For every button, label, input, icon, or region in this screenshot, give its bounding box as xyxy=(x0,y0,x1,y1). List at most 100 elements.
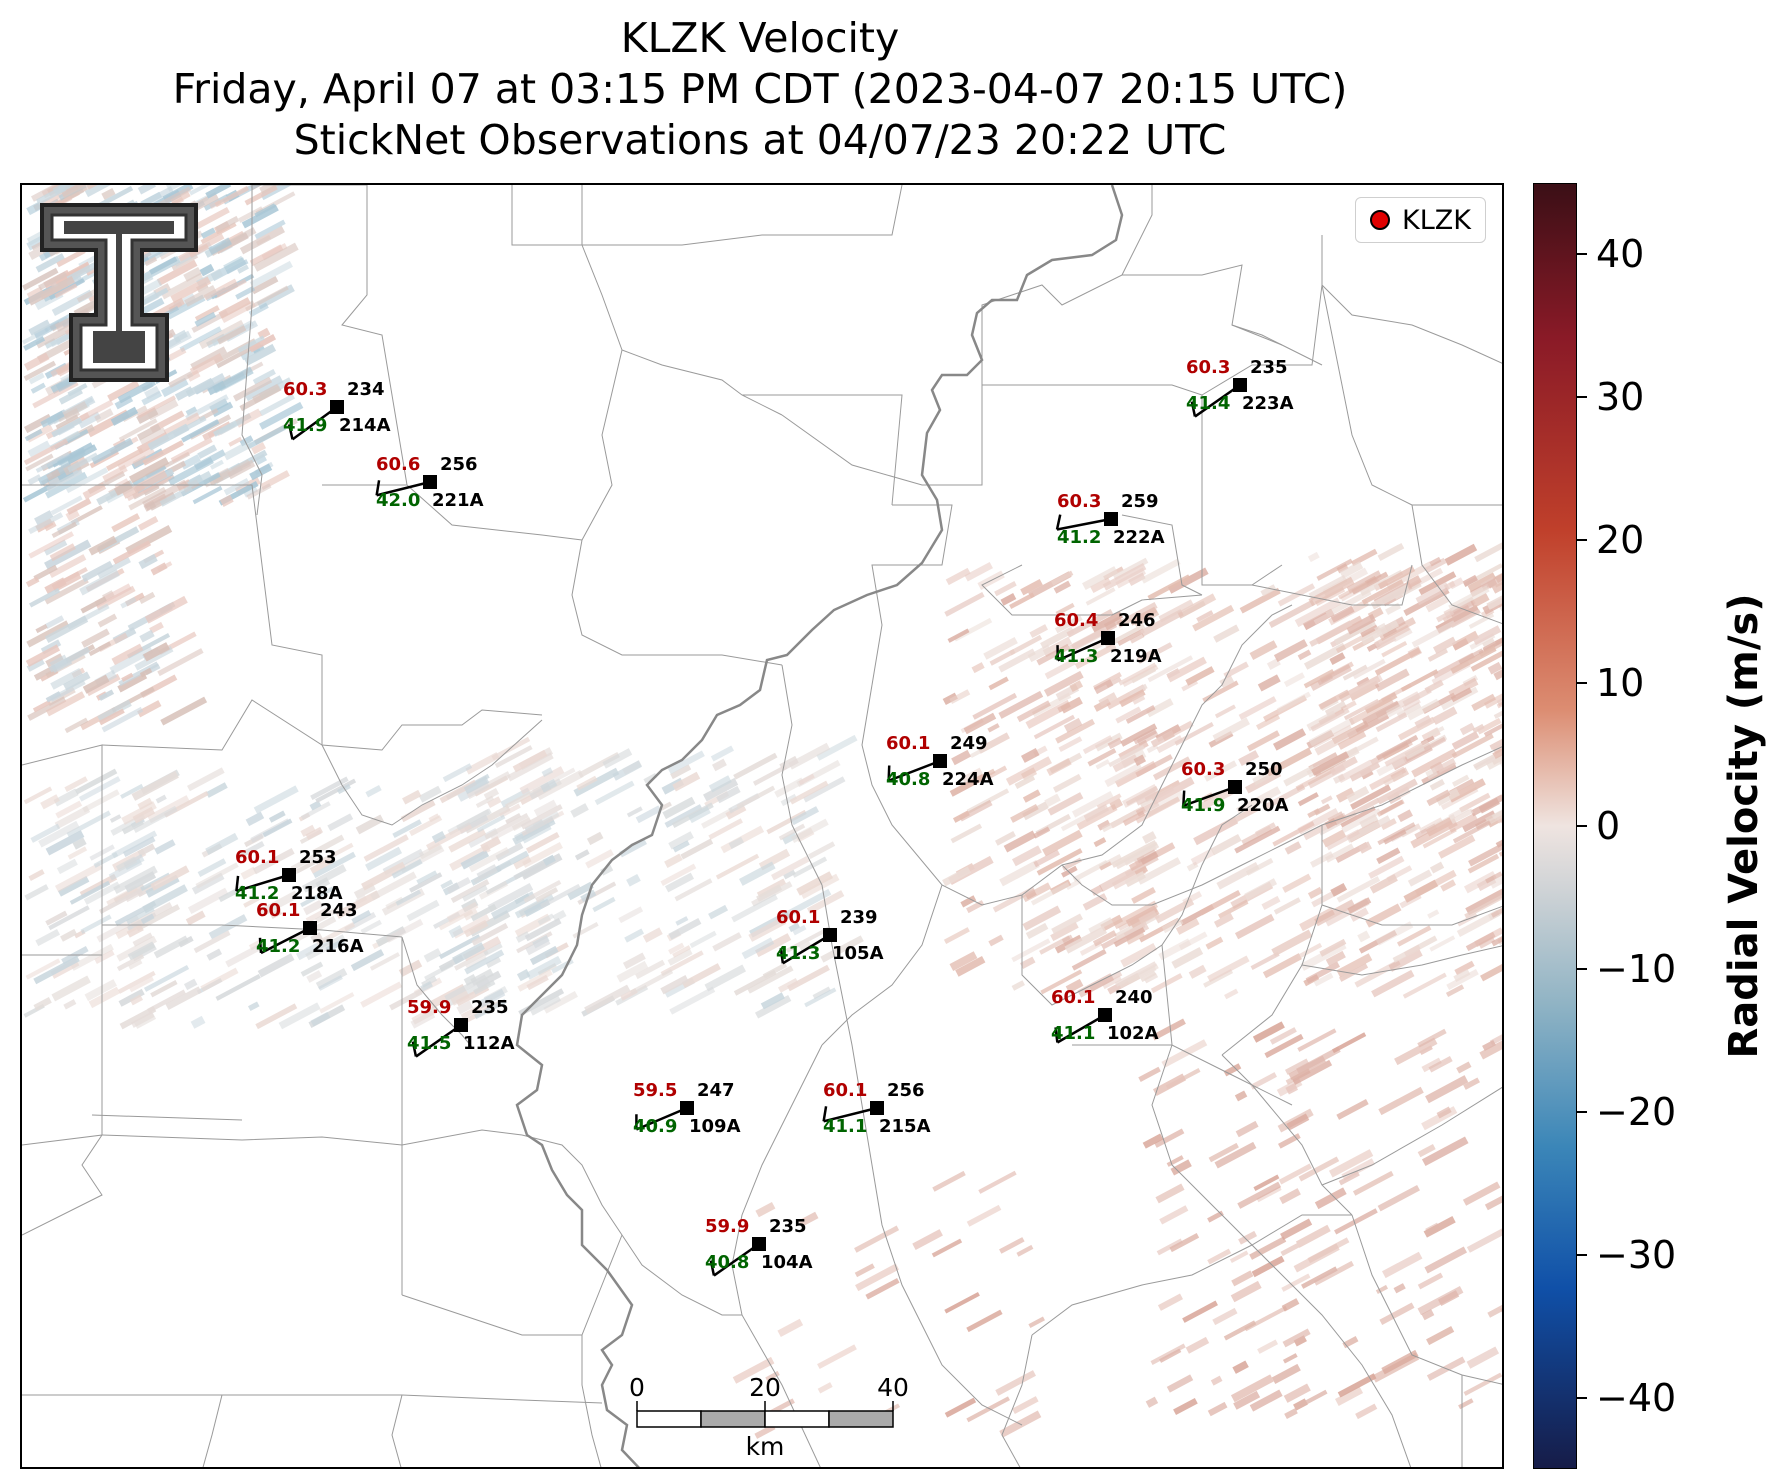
radar-echo xyxy=(1166,1374,1194,1393)
radar-echo xyxy=(1071,791,1114,818)
station-112A[interactable]: 59.9 41.5 235 112A xyxy=(407,997,515,1058)
radar-echo xyxy=(1053,580,1071,594)
radar-echo xyxy=(1020,956,1036,969)
station-105A[interactable]: 60.1 41.3 239 105A xyxy=(776,907,884,965)
radar-echo xyxy=(325,938,346,953)
radar-echo xyxy=(1326,829,1360,851)
radar-echo xyxy=(88,641,112,657)
radar-echo xyxy=(197,858,227,877)
radar-echo xyxy=(1092,930,1117,947)
station-224A[interactable]: 60.1 40.8 249 224A xyxy=(886,733,994,790)
radar-echo xyxy=(1427,909,1440,919)
radar-echo xyxy=(217,371,247,392)
radar-echo xyxy=(168,371,194,388)
radar-echo xyxy=(44,577,89,605)
radar-echo xyxy=(1120,723,1158,747)
radar-echo xyxy=(452,942,485,965)
map-panel[interactable]: 60.3 41.9 234 214A 60.6 42.0 256 221A 60.3 41.4 23… xyxy=(20,183,1504,1469)
station-218A[interactable]: 60.1 41.2 253 218A xyxy=(235,847,343,904)
radar-echo xyxy=(109,814,122,823)
radar-echo xyxy=(1333,797,1380,826)
radar-echo xyxy=(65,467,109,494)
radar-echo xyxy=(194,305,220,322)
colorbar-tick-label: 40 xyxy=(1596,232,1645,277)
station-102A[interactable]: 60.1 41.1 240 102A xyxy=(1051,987,1159,1044)
radar-echo xyxy=(111,513,141,533)
radar-echo xyxy=(181,419,220,443)
radar-echo xyxy=(1337,730,1367,750)
radar-echo xyxy=(756,884,783,902)
radar-echo xyxy=(1448,778,1486,803)
station-109A[interactable]: 59.5 40.9 247 109A xyxy=(633,1080,741,1137)
radar-echo xyxy=(586,831,604,846)
radar-echo xyxy=(1450,609,1481,628)
station-104A[interactable]: 59.9 40.8 235 104A xyxy=(705,1216,813,1277)
station-222A[interactable]: 60.3 41.2 259 222A xyxy=(1055,491,1165,548)
radar-echo xyxy=(80,596,107,614)
radar-echo xyxy=(570,803,589,818)
radar-echo xyxy=(350,949,385,972)
radar-echo xyxy=(98,689,115,701)
radar-echo xyxy=(245,811,265,827)
radar-echo xyxy=(337,783,351,795)
radar-echo xyxy=(798,773,815,786)
radar-echo xyxy=(1185,666,1215,686)
colorbar-tick xyxy=(1577,396,1587,399)
radar-echo xyxy=(1115,567,1146,589)
station-215A[interactable]: 60.1 41.1 256 215A xyxy=(822,1080,931,1137)
radar-echo xyxy=(755,1201,776,1218)
radar-echo xyxy=(643,773,658,784)
radar-echo xyxy=(774,777,805,798)
radar-echo xyxy=(1250,951,1280,971)
radar-echo xyxy=(1482,626,1502,653)
radar-echo xyxy=(1065,978,1084,994)
station-214A[interactable]: 60.3 41.9 234 214A xyxy=(283,379,391,441)
radar-echo xyxy=(57,185,86,193)
radar-echo xyxy=(36,185,67,206)
radar-echo xyxy=(48,905,90,931)
radar-echo xyxy=(1403,944,1421,957)
radar-echo xyxy=(1136,649,1157,664)
radar-echo xyxy=(1308,752,1338,772)
station-id: 112A xyxy=(463,1033,515,1054)
radar-echo xyxy=(1185,1336,1210,1354)
wind-barb-staff xyxy=(415,1023,462,1058)
colorbar-tick xyxy=(1577,682,1587,685)
wind-barb-flag xyxy=(779,948,785,964)
wind-barb-flag xyxy=(822,1106,828,1122)
radar-echo xyxy=(97,699,132,723)
station-221A[interactable]: 60.6 42.0 256 221A xyxy=(375,454,484,511)
radar-echo xyxy=(155,794,167,804)
radar-echo xyxy=(1193,816,1239,846)
map-canvas[interactable]: 60.3 41.9 234 214A 60.6 42.0 256 221A 60.3 41.4 23… xyxy=(22,185,1504,1469)
radar-echo xyxy=(1088,917,1114,935)
radar-echo xyxy=(732,1356,775,1384)
radar-echo xyxy=(622,760,642,775)
radar-echo xyxy=(495,842,524,862)
radar-echo xyxy=(660,801,672,811)
radar-echo xyxy=(817,1382,833,1394)
radar-echo xyxy=(942,866,971,887)
wind-barb-staff xyxy=(888,759,941,782)
station-wind-direction: 243 xyxy=(320,900,358,921)
radar-echo xyxy=(660,950,704,977)
radar-echo xyxy=(1072,859,1109,882)
radar-echo xyxy=(476,814,506,833)
radar-echo xyxy=(594,780,635,806)
radar-echo xyxy=(1319,938,1347,957)
radar-echo xyxy=(1040,969,1083,995)
radar-echo xyxy=(131,770,179,801)
station-220A[interactable]: 60.3 41.9 250 220A xyxy=(1181,759,1289,816)
radar-echo xyxy=(1138,910,1158,925)
radar-echo xyxy=(109,646,154,675)
radar-echo xyxy=(1273,897,1301,915)
radar-echo xyxy=(1216,861,1260,890)
radar-echo xyxy=(1238,750,1260,767)
radar-echo xyxy=(205,832,239,855)
radar-echo xyxy=(474,998,507,1020)
radar-echo xyxy=(1093,837,1107,848)
station-219A[interactable]: 60.4 41.3 246 219A xyxy=(1054,610,1162,667)
station-216A[interactable]: 60.1 41.2 243 216A xyxy=(256,900,364,957)
station-223A[interactable]: 60.3 41.4 235 223A xyxy=(1186,357,1294,418)
radar-echo xyxy=(1011,938,1051,963)
